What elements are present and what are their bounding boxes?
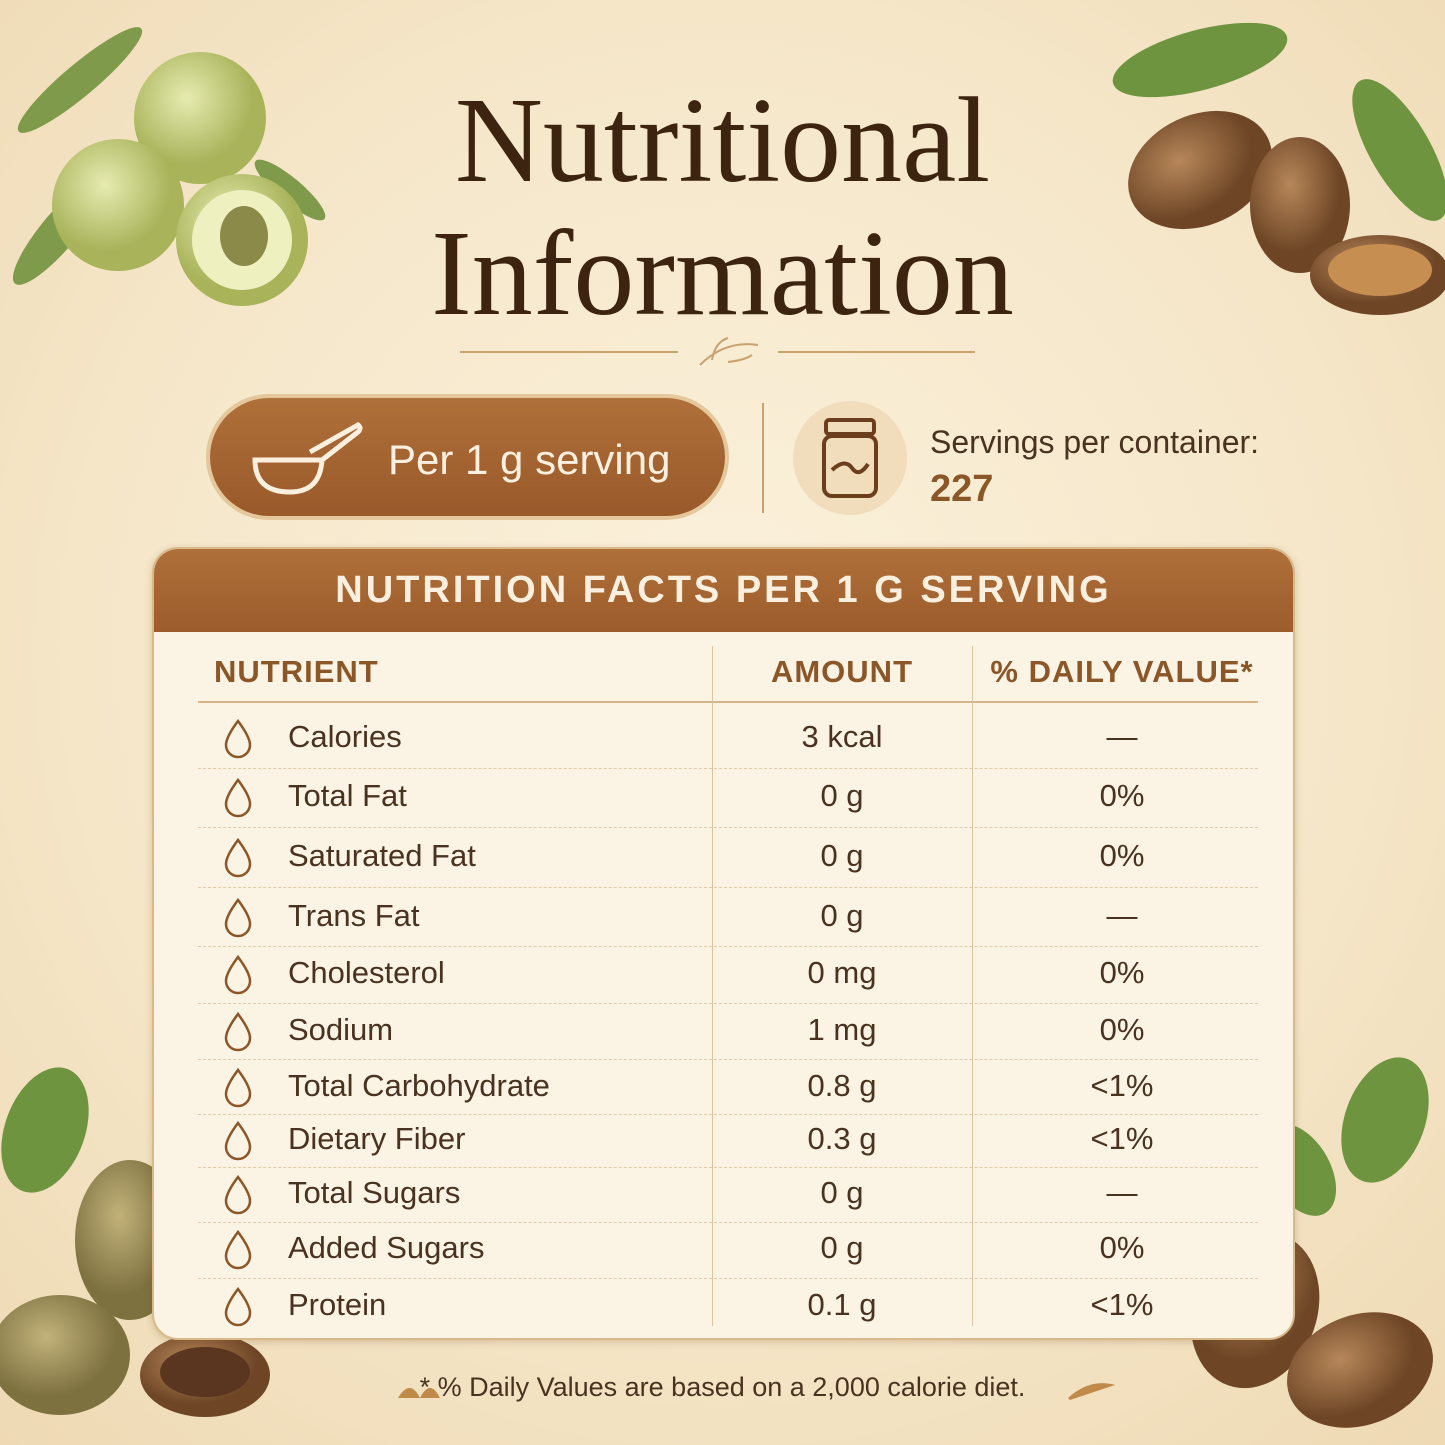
row-icon <box>218 776 258 818</box>
row-icon <box>218 1119 258 1161</box>
row-divider <box>198 1059 1258 1060</box>
row-icon <box>218 1228 258 1270</box>
jar-badge <box>793 401 907 515</box>
column-header: % DAILY VALUE* <box>990 654 1254 689</box>
footnote-ornaments <box>398 1383 1115 1400</box>
nutrient-amount: 0 g <box>820 838 864 873</box>
nutrient-name: Trans Fat <box>288 898 420 933</box>
row-icon <box>218 896 258 938</box>
column-header: AMOUNT <box>770 654 914 689</box>
nutrient-name: Added Sugars <box>288 1230 485 1265</box>
table-title: NUTRITION FACTS PER 1 G SERVING <box>335 569 1112 611</box>
nutrient-name: Sodium <box>288 1012 394 1047</box>
nutrient-name: Cholesterol <box>288 955 445 990</box>
row-divider <box>198 1277 1258 1279</box>
title-divider <box>460 337 975 366</box>
nutrient-name: Calories <box>288 719 402 754</box>
nutrient-amount: 0 mg <box>807 955 877 990</box>
nutrient-name: Protein <box>288 1287 387 1322</box>
daily-value: 0% <box>1099 1012 1145 1047</box>
row-divider <box>198 887 1258 888</box>
row-divider <box>198 1113 1258 1115</box>
row-divider <box>198 945 1258 947</box>
nutrient-icon <box>224 1229 252 1270</box>
row-divider <box>198 1221 1258 1223</box>
row-divider <box>198 1167 1258 1168</box>
column-header: NUTRIENT <box>214 654 379 689</box>
serving-label: Per 1 g serving <box>388 436 671 483</box>
row-icon <box>218 1066 258 1108</box>
nutrient-icon <box>224 1174 252 1215</box>
daily-value: <1% <box>1090 1068 1154 1103</box>
daily-value: 0% <box>1099 838 1145 873</box>
serving-pill <box>210 398 725 516</box>
nutrient-icon <box>224 1120 252 1161</box>
nutrition-table: NUTRITION FACTS PER 1 G SERVING NUTRIENT… <box>152 547 1295 1340</box>
row-icon <box>218 953 258 995</box>
nutrient-icon <box>224 718 252 759</box>
nutrient-icon <box>224 777 252 818</box>
title-line: Information <box>431 206 1014 341</box>
daily-value: <1% <box>1090 1121 1154 1156</box>
table-header-bar <box>154 549 1293 632</box>
nutrient-name: Dietary Fiber <box>288 1121 466 1156</box>
nutrient-amount: 0 g <box>820 898 864 933</box>
row-divider <box>198 767 1258 769</box>
nutrient-name: Total Fat <box>288 778 407 813</box>
nutrient-amount: 1 mg <box>807 1012 877 1047</box>
nutrient-name: Total Carbohydrate <box>288 1068 550 1103</box>
daily-value: 0% <box>1099 778 1145 813</box>
row-icon <box>218 1010 258 1052</box>
header-rule <box>198 701 1258 703</box>
nutrient-amount: 0.1 g <box>807 1287 877 1322</box>
daily-value: <1% <box>1090 1287 1154 1322</box>
nutrient-amount: 0 g <box>820 778 864 813</box>
nutrient-icon <box>224 1011 252 1052</box>
row-divider <box>198 1002 1258 1004</box>
daily-value: 0% <box>1099 1230 1145 1265</box>
servings-value: 227 <box>930 468 994 510</box>
nut-cluster-top-right <box>1112 22 1445 315</box>
nutrient-amount: 0.3 g <box>807 1121 877 1156</box>
daily-value: — <box>1106 719 1138 754</box>
row-icon <box>218 717 258 759</box>
nutrient-amount: 3 kcal <box>801 719 883 754</box>
row-icon <box>218 1173 258 1215</box>
amla-cluster <box>12 27 326 306</box>
nutrient-icon <box>224 1067 252 1108</box>
nutrient-amount: 0 g <box>820 1175 864 1210</box>
jar-icon <box>822 418 878 498</box>
column-divider <box>972 646 973 1326</box>
row-icon <box>218 836 258 878</box>
nutrient-amount: 0.8 g <box>807 1068 877 1103</box>
nutrient-icon <box>224 837 252 878</box>
scoop-icon <box>252 422 363 495</box>
row-icon <box>218 1285 258 1327</box>
footnote: * % Daily Values are based on a 2,000 ca… <box>419 1372 1026 1402</box>
nutrient-icon <box>224 1286 252 1327</box>
daily-value: — <box>1106 1175 1138 1210</box>
nutrient-icon <box>224 897 252 938</box>
nutrient-name: Total Sugars <box>288 1175 461 1210</box>
servings-label: Servings per container: <box>930 424 1260 460</box>
column-divider <box>712 646 713 1326</box>
nutrient-amount: 0 g <box>820 1230 864 1265</box>
nutrient-icon <box>224 954 252 995</box>
row-divider <box>198 827 1258 828</box>
daily-value: — <box>1106 898 1138 933</box>
daily-value: 0% <box>1099 955 1145 990</box>
title-line: Nutritional <box>454 73 991 208</box>
nutrient-name: Saturated Fat <box>288 838 476 873</box>
